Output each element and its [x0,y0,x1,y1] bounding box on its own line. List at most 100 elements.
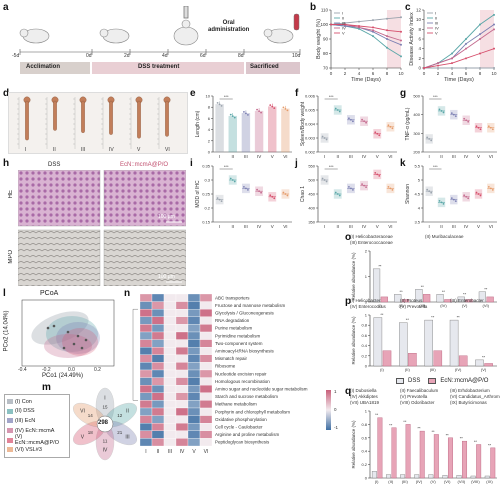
heatmap-cell [139,392,153,401]
data-point [378,134,381,137]
y-tick-label: 0.004 [305,122,316,127]
heatmap-cell [187,438,201,447]
heatmap-cell [139,354,153,363]
mpo-dss-image [18,229,101,286]
data-point [438,200,441,202]
x-tick-label: (V) [430,479,436,484]
taxon-legend-item: (IV) Akkdiptes [350,394,378,399]
colon-photos: I II III IV V VI [8,92,188,154]
heatmap-cell [163,324,177,333]
y-tick-label: 0.35 [202,164,211,169]
significance-mark: ** [484,286,488,291]
heatmap-cell [163,438,177,447]
significance-mark: ** [378,263,382,268]
data-point [479,38,481,40]
bar-treated [433,350,443,367]
x-tick-label: III [452,224,456,229]
heatmap-column-label: V [192,449,196,455]
bar-dss [478,291,486,303]
x-tick-label: I [219,154,220,159]
petal-label: I [104,396,105,402]
pathway-label: Peptidoglycan biosynthesis [215,440,270,445]
data-point [477,126,480,129]
pcoa-ylabel: PCo2 (14.04%) [3,310,10,352]
data-point [467,120,470,123]
data-point [344,23,346,26]
mouse-icon-sacrificed [263,28,294,44]
heatmap-cell [199,331,213,340]
data-point [465,47,467,50]
data-point [479,52,481,55]
heatmap-cell [163,385,177,393]
mod-ihc-chart: 0.15 0.2 0.25 0.3 0.35 MOD of IHC I II III IV V VI *… [195,162,295,232]
heatmap-cell [199,354,213,363]
heatmap-column-label: II [157,449,160,455]
data-point [358,27,360,30]
mpo-treated-image [103,229,186,286]
data-point [321,135,324,138]
panel-label-i: i [190,158,193,169]
pathway-label: Homologous recombination [215,379,270,384]
bar-dss [394,294,402,303]
heatmap-cell [199,339,213,348]
x-tick-label: (I) [380,367,384,372]
data-point [336,193,339,195]
heatmap-cell [199,415,213,424]
legend-swatch [7,408,13,414]
data-point [493,47,495,50]
axes [369,251,497,303]
data-point [465,67,467,69]
heatmap-cell [175,430,189,439]
data-point [451,52,453,55]
y-axis-label: Spleen/Body weight [300,101,306,146]
bar-dss [414,474,420,479]
data-point [361,118,363,121]
data-point [348,117,350,120]
day-label-4: 6d [200,53,206,59]
data-point [344,22,346,25]
heatmap-cell [175,423,189,431]
color-scale-label: 0 [334,407,337,412]
body-weight-chart: 70 80 90 100 110 0 2 4 6 8 10 Time (Days) Body weigh… [315,6,407,84]
heatmap-cell [151,331,165,340]
heatmap-cell [139,400,153,409]
oral-administration-label: Oral administration [208,20,249,34]
pathway-label: Cell cycle - Caulobacter [215,425,263,430]
y-tick-label: 0.6 [361,333,367,338]
bar-treated [476,444,482,479]
y-tick-label: 5 [418,178,421,183]
data-point [323,179,326,181]
venn-flower: I 15 II 12 III 21 IV 11 V 18 VI 14 298 [70,384,140,464]
bar-dss [449,319,459,367]
y-tick-label: 1 [365,409,368,414]
heatmap-cell [151,415,165,424]
data-point [428,190,431,193]
data-point [269,104,272,107]
day-label-3: 4d [162,53,168,59]
data-point [465,195,468,198]
data-point [247,189,249,191]
data-point [231,179,234,181]
x-tick-label: II [231,224,234,229]
data-point [426,188,429,191]
heatmap-cell [187,392,201,401]
oral-label-line1: Oral [222,20,235,26]
legend-label: IV [342,26,346,31]
heatmap-cell [163,347,177,355]
x-tick-label: V [376,154,379,159]
heatmap-cell [163,400,177,409]
data-point [338,194,341,197]
data-point [269,194,272,197]
pathway-label: Amino sugar and nucleotide sugar metabol… [215,387,308,392]
bar-dss [442,475,448,479]
data-point [493,23,495,26]
colon-segment [81,100,85,133]
x-tick-label: (III) [430,367,437,372]
heatmap-cell [187,339,201,348]
bar-IV [254,110,264,153]
data-point [323,137,326,139]
petal-value: 12 [117,413,123,418]
data-point [491,128,494,131]
heatmap-cell [163,354,177,363]
heatmap-cell [187,354,201,363]
